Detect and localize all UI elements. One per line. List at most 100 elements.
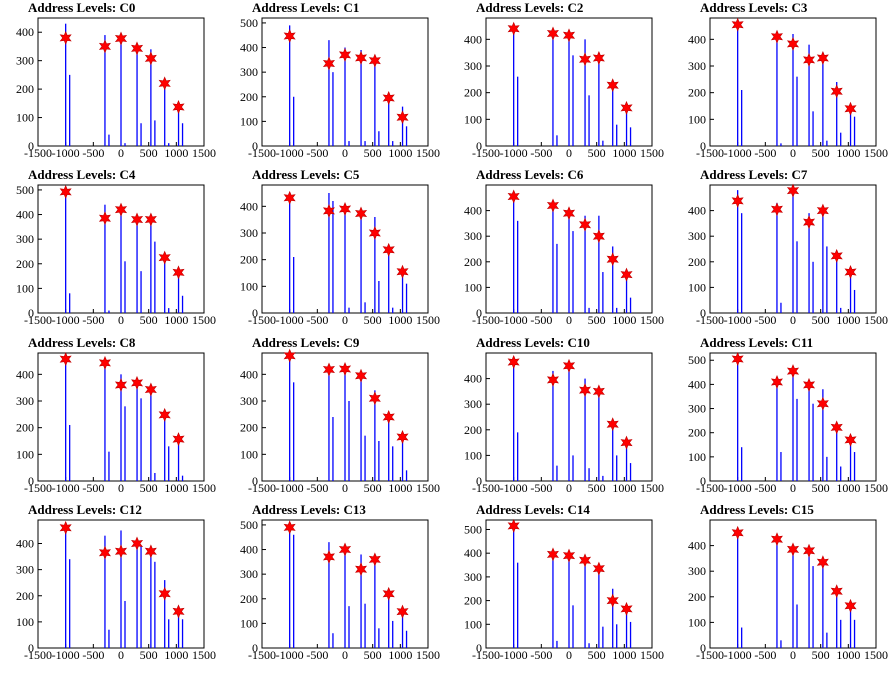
x-tick-label: 500: [812, 648, 830, 662]
x-tick-label: 500: [812, 481, 830, 495]
x-tick-label: 0: [566, 146, 572, 160]
peak-marker: [172, 432, 185, 447]
chart-panel: Address Levels: C6 0 100 200 300 400 -1500 -100…: [464, 167, 664, 327]
x-tick-label: -1000: [724, 481, 752, 495]
peak-marker: [59, 184, 72, 199]
peak-marker: [158, 586, 171, 601]
chart-title: Address Levels: C6: [476, 167, 584, 182]
y-tick-label: 100: [688, 280, 706, 294]
x-tick-label: 0: [566, 313, 572, 327]
x-tick-label: 0: [566, 481, 572, 495]
x-tick-label: -1000: [724, 648, 752, 662]
y-tick-label: 100: [240, 447, 258, 461]
peak-marker: [172, 265, 185, 280]
peak-marker: [355, 562, 368, 577]
peak-marker: [830, 248, 843, 263]
peak-marker: [172, 100, 185, 114]
peak-marker: [830, 84, 843, 99]
x-tick-label: 0: [118, 648, 124, 662]
peak-marker: [144, 51, 157, 66]
y-tick-label: 100: [464, 617, 482, 631]
x-tick-label: 0: [118, 313, 124, 327]
x-tick-label: 0: [342, 648, 348, 662]
x-tick-label: 0: [118, 146, 124, 160]
chart-panel: Address Levels: C3 0 100 200 300 400 -1500 -100…: [688, 0, 888, 160]
x-tick-label: 1500: [864, 648, 888, 662]
x-tick-label: -500: [82, 313, 104, 327]
y-tick-label: 100: [240, 114, 258, 128]
y-tick-label: 200: [16, 421, 34, 435]
chart-panel: Address Levels: C10100200300400500-1500-…: [240, 0, 440, 160]
y-tick-label: 500: [688, 353, 706, 367]
peak-marker: [731, 525, 744, 540]
y-tick-label: 100: [16, 615, 34, 629]
y-tick-label: 400: [464, 372, 482, 386]
chart-title: Address Levels: C11: [700, 335, 813, 350]
peak-marker: [507, 518, 520, 533]
x-tick-label: -500: [530, 481, 552, 495]
peak-marker: [98, 545, 111, 560]
chart-title: Address Levels: C7: [700, 167, 808, 182]
x-tick-label: 1500: [640, 481, 664, 495]
x-tick-label: 1500: [640, 313, 664, 327]
peak-marker: [786, 364, 800, 379]
x-tick-label: 1500: [416, 146, 440, 160]
x-tick-label: -500: [306, 481, 328, 495]
y-tick-label: 300: [16, 54, 34, 68]
y-tick-label: 500: [240, 518, 258, 532]
x-tick-label: -500: [530, 648, 552, 662]
x-tick-label: 1500: [192, 313, 216, 327]
x-tick-label: 1000: [836, 481, 860, 495]
x-tick-label: 0: [342, 146, 348, 160]
y-tick-label: 400: [240, 543, 258, 557]
y-tick-label: 0: [28, 139, 34, 153]
peak-marker: [592, 561, 605, 576]
peak-marker: [562, 358, 576, 373]
peak-marker: [770, 375, 783, 389]
x-tick-label: -500: [754, 313, 776, 327]
y-tick-label: 500: [240, 16, 258, 30]
peak-marker: [579, 217, 592, 232]
x-tick-label: 1500: [192, 648, 216, 662]
y-tick-label: 400: [240, 199, 258, 213]
x-tick-label: -1000: [52, 648, 80, 662]
x-tick-label: 1500: [640, 648, 664, 662]
x-tick-label: 1000: [388, 146, 412, 160]
peak-marker: [620, 435, 633, 450]
y-tick-label: 300: [240, 394, 258, 408]
peak-marker: [59, 30, 72, 45]
peak-marker: [816, 203, 829, 218]
x-tick-label: -500: [306, 146, 328, 160]
peak-marker: [158, 76, 171, 91]
y-tick-label: 300: [16, 563, 34, 577]
peak-marker: [731, 17, 744, 32]
x-tick-label: -500: [306, 313, 328, 327]
y-tick-label: 200: [688, 255, 706, 269]
x-tick-label: -1500: [472, 146, 500, 160]
y-tick-label: 300: [464, 397, 482, 411]
peak-marker: [172, 604, 185, 619]
y-tick-label: 0: [28, 641, 34, 655]
x-tick-label: -1500: [248, 648, 276, 662]
x-tick-label: -1000: [52, 481, 80, 495]
y-tick-label: 400: [16, 208, 34, 222]
peak-marker: [114, 544, 128, 559]
peak-marker: [368, 226, 381, 240]
chart-title: Address Levels: C2: [476, 0, 583, 15]
x-tick-label: 500: [588, 313, 606, 327]
y-tick-label: 0: [476, 474, 482, 488]
y-tick-label: 100: [16, 281, 34, 295]
chart-title: Address Levels: C9: [252, 335, 360, 350]
x-tick-label: -1000: [52, 146, 80, 160]
y-tick-label: 100: [16, 111, 34, 125]
x-tick-label: -500: [530, 146, 552, 160]
y-tick-label: 100: [464, 448, 482, 462]
x-tick-label: 1500: [192, 481, 216, 495]
chart-panel: Address Levels: C0 0 100 200 300 400 -1500 -100…: [16, 0, 216, 160]
peak-marker: [396, 264, 409, 279]
y-tick-label: 400: [240, 367, 258, 381]
y-tick-label: 0: [476, 139, 482, 153]
x-tick-label: 500: [812, 146, 830, 160]
x-tick-label: -500: [754, 648, 776, 662]
x-tick-label: 1000: [388, 313, 412, 327]
